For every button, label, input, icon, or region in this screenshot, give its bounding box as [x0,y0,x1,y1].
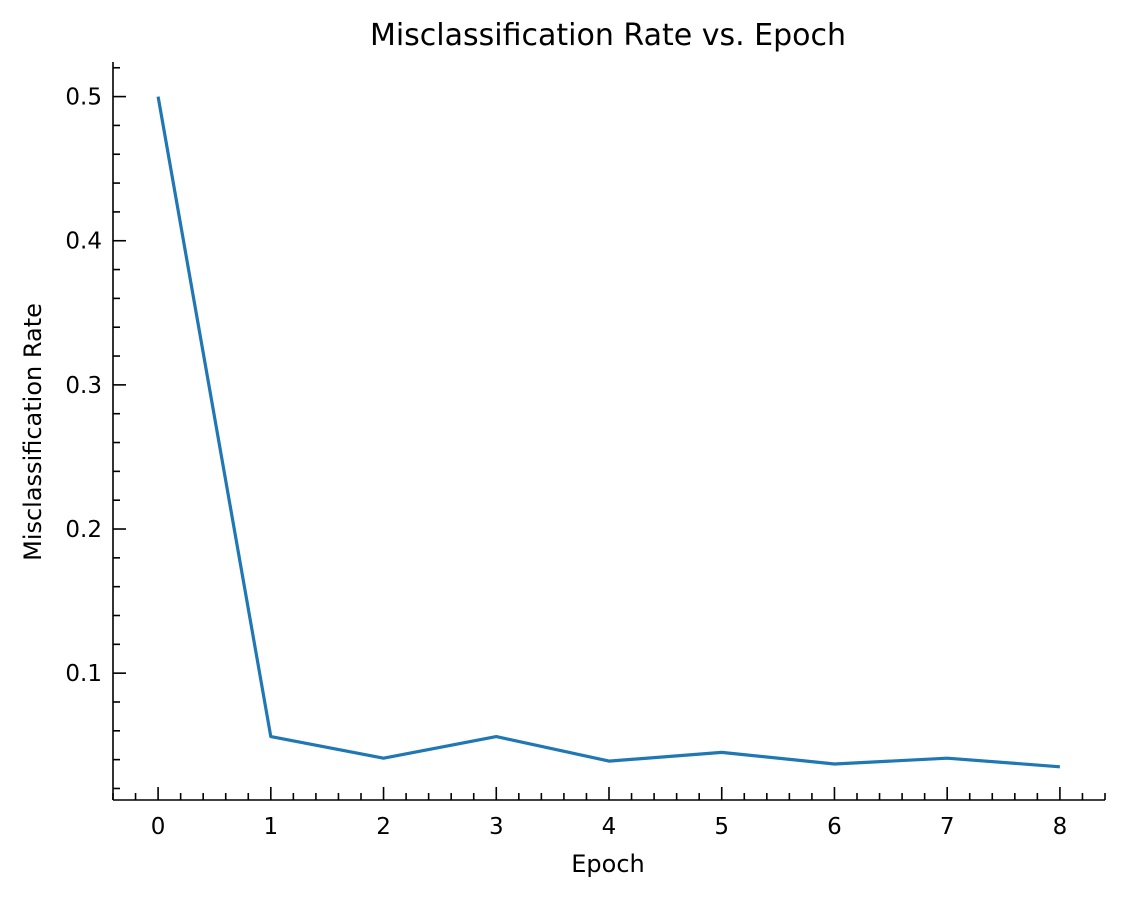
y-tick-label: 0.2 [65,517,102,543]
chart-title: Misclassification Rate vs. Epoch [370,18,846,53]
ticks [112,66,1106,800]
x-tick-label: 1 [263,814,278,840]
y-tick-label: 0.1 [65,661,102,687]
y-tick-label: 0.5 [65,85,102,111]
y-tick-label: 0.3 [65,373,102,399]
series [156,96,1061,769]
series-line [156,96,1061,769]
x-tick-label: 4 [602,814,617,840]
x-tick-label: 6 [827,814,842,840]
x-tick-label: 0 [151,814,166,840]
y-axis-label: Misclassification Rate [19,303,47,561]
x-tick-label: 2 [376,814,391,840]
y-tick-label: 0.4 [65,229,102,255]
x-tick-label: 8 [1053,814,1068,840]
x-tick-label: 5 [714,814,729,840]
x-axis-label: Epoch [571,850,645,878]
x-tick-label: 7 [940,814,955,840]
tick-labels: 0 1 2 3 4 5 6 7 8 0.1 0.2 0.3 0.4 0.5 [65,85,1067,840]
x-tick-label: 3 [489,814,504,840]
